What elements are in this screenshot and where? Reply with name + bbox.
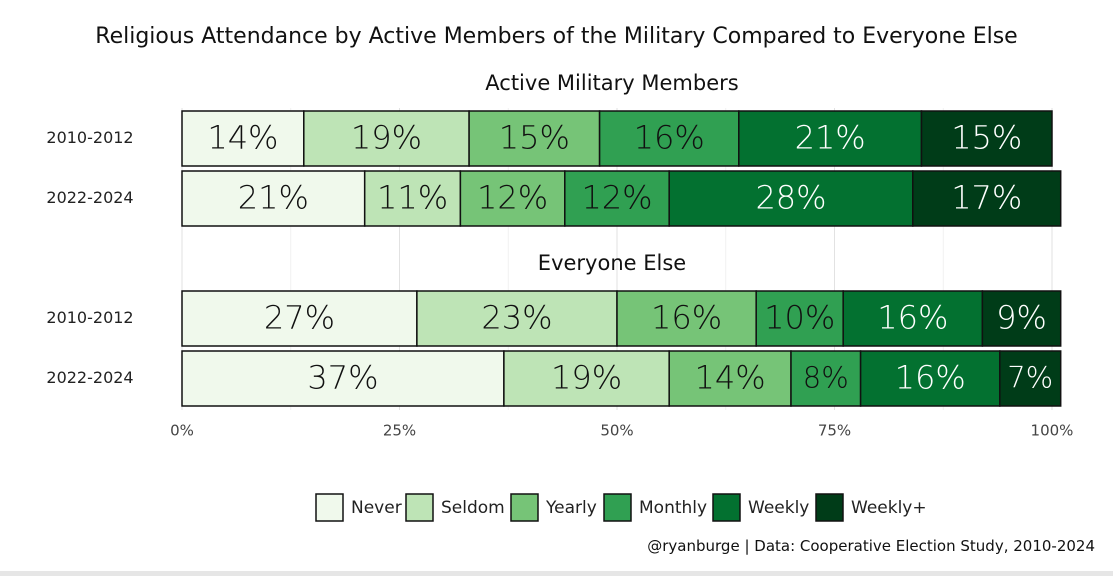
bar-segment [181,170,366,227]
chart-title: Religious Attendance by Active Members o… [95,24,1018,49]
bar-segment [738,110,923,167]
legend-swatch [712,493,741,522]
bar-segment [181,290,418,347]
data-label: 16% [634,119,705,157]
legend-swatch [405,493,434,522]
row-label: 2010-2012 [46,128,133,147]
bar-segment [790,350,862,407]
legend-label: Never [351,498,402,518]
bar-segment [912,170,1062,227]
data-label: 12% [477,179,548,217]
data-label: 16% [651,299,722,337]
bar-segment [181,110,305,167]
data-label: 12% [581,179,652,217]
data-label: 15% [499,119,570,157]
bar-segment [920,110,1053,167]
data-label: 16% [877,299,948,337]
legend-label: Weekly+ [851,498,927,518]
bar-segment [598,110,740,167]
data-label: 9% [996,299,1047,337]
legend-label: Seldom [441,498,505,518]
data-label: 23% [481,299,552,337]
legend-label: Yearly [545,498,597,518]
data-label: 28% [755,179,826,217]
row-label: 2010-2012 [46,308,133,327]
legend-swatch [603,493,632,522]
x-axis-ticks: 0% 25% 50% 75% 100% [170,422,1073,440]
data-label: 8% [803,361,849,395]
data-label: 19% [551,359,622,397]
bar-segment [564,170,670,227]
data-label: 15% [951,119,1022,157]
x-tick-label: 0% [170,422,194,440]
data-label: 14% [695,359,766,397]
legend-swatch [815,493,844,522]
data-label: 10% [764,299,835,337]
data-label: 14% [207,119,278,157]
data-label: 27% [264,299,335,337]
x-tick-label: 100% [1031,422,1074,440]
data-label: 7% [1007,361,1053,395]
bar-segment [668,350,792,407]
bar-segment [668,170,914,227]
data-label: 21% [795,119,866,157]
legend-label: Weekly [748,498,809,518]
bar-segment [503,350,670,407]
data-label: 17% [951,179,1022,217]
bar-segment [468,110,601,167]
row-label: 2022-2024 [46,188,133,207]
bar-segment [459,170,566,227]
legend-label: Monthly [639,498,707,518]
data-label: 16% [895,359,966,397]
bar-segment [842,290,984,347]
x-tick-label: 25% [383,422,416,440]
bar-segment [999,350,1062,407]
panel-title: Active Military Members [485,71,738,95]
data-label: 19% [351,119,422,157]
data-label: 21% [238,179,309,217]
data-label: 37% [307,359,378,397]
data-label: 11% [377,179,448,217]
legend: Never Seldom Yearly Monthly Weekly Weekly+ [315,493,927,522]
legend-swatch [315,493,344,522]
bar-segment [303,110,470,167]
x-tick-label: 75% [818,422,851,440]
row-label: 2022-2024 [46,368,133,387]
source-caption: @ryanburge | Data: Cooperative Election … [647,537,1095,555]
bar-segment [616,290,757,347]
bar-segment [755,290,844,347]
bar-segment [416,290,618,347]
legend-swatch [510,493,539,522]
bottom-strip [0,571,1113,576]
panel-title: Everyone Else [538,251,686,275]
bar-segment [981,290,1062,347]
x-tick-label: 50% [600,422,633,440]
